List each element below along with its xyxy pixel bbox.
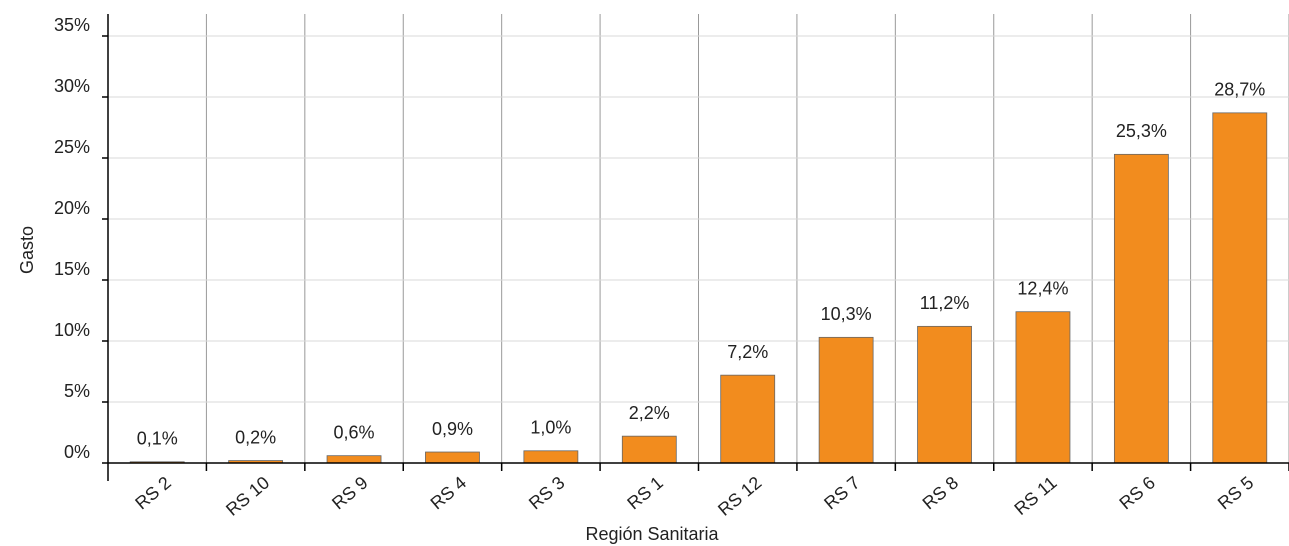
y-tick-label: 35% xyxy=(54,15,90,35)
value-label: 2,2% xyxy=(629,403,670,423)
bar xyxy=(1015,311,1071,464)
x-tick-label: RS 1 xyxy=(623,472,667,513)
y-tick-label: 30% xyxy=(54,76,90,96)
x-tick-label: RS 11 xyxy=(1010,472,1060,519)
value-label: 0,2% xyxy=(235,427,276,447)
x-tick-label: RS 12 xyxy=(714,472,765,519)
value-label: 11,2% xyxy=(920,293,970,313)
value-label: 12,4% xyxy=(1017,278,1068,298)
x-axis-title: Región Sanitaria xyxy=(585,524,719,544)
value-label: 0,1% xyxy=(137,429,178,449)
y-tick-label: 5% xyxy=(64,381,90,401)
y-tick-label: 10% xyxy=(54,320,90,340)
x-tick-label: RS 4 xyxy=(427,472,471,513)
bar xyxy=(523,450,579,464)
value-label: 0,9% xyxy=(432,419,473,439)
bar xyxy=(720,374,776,464)
y-axis-title: Gasto xyxy=(17,226,37,274)
value-label: 1,0% xyxy=(530,418,571,438)
x-tick-label: RS 3 xyxy=(525,472,569,513)
x-tick-label: RS 2 xyxy=(131,472,175,513)
value-label: 28,7% xyxy=(1214,80,1265,100)
value-label: 25,3% xyxy=(1116,121,1167,141)
x-tick-label: RS 9 xyxy=(328,472,372,513)
x-tick-label: RS 7 xyxy=(820,472,864,513)
y-tick-label: 0% xyxy=(64,442,90,462)
x-tick-label: RS 10 xyxy=(222,472,273,519)
bar xyxy=(425,451,480,464)
y-tick-label: 20% xyxy=(54,198,90,218)
bar xyxy=(1212,112,1268,464)
value-label: 7,2% xyxy=(727,342,768,362)
bar xyxy=(621,435,677,464)
value-label: 0,6% xyxy=(334,422,375,442)
value-label: 10,3% xyxy=(821,304,872,324)
x-tick-label: RS 8 xyxy=(919,472,963,513)
x-tick-label: RS 6 xyxy=(1115,472,1159,513)
y-tick-label: 25% xyxy=(54,137,90,157)
x-tick-label: RS 5 xyxy=(1214,472,1258,513)
y-tick-label: 15% xyxy=(54,259,90,279)
bar xyxy=(818,336,874,464)
bar xyxy=(1113,153,1169,464)
bar xyxy=(917,325,972,464)
bar xyxy=(326,455,382,464)
